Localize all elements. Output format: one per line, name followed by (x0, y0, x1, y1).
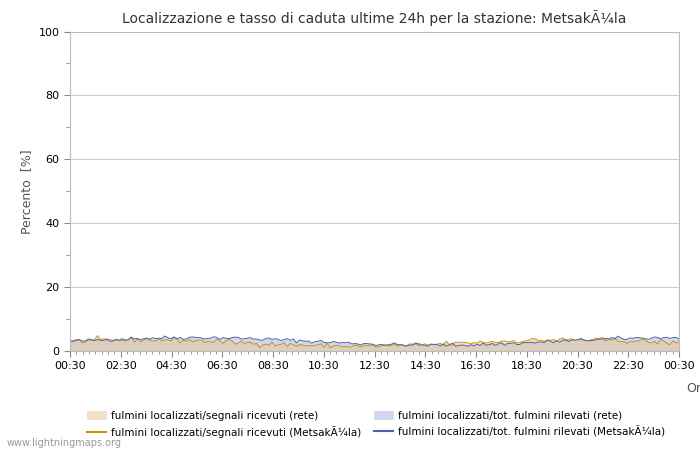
Text: Orario: Orario (686, 382, 700, 395)
Title: Localizzazione e tasso di caduta ultime 24h per la stazione: MetsakÃ¼la: Localizzazione e tasso di caduta ultime … (122, 10, 626, 26)
Y-axis label: Percento  [%]: Percento [%] (20, 149, 33, 234)
Text: www.lightningmaps.org: www.lightningmaps.org (7, 438, 122, 448)
Legend: fulmini localizzati/segnali ricevuti (rete), fulmini localizzati/segnali ricevut: fulmini localizzati/segnali ricevuti (re… (88, 410, 665, 438)
